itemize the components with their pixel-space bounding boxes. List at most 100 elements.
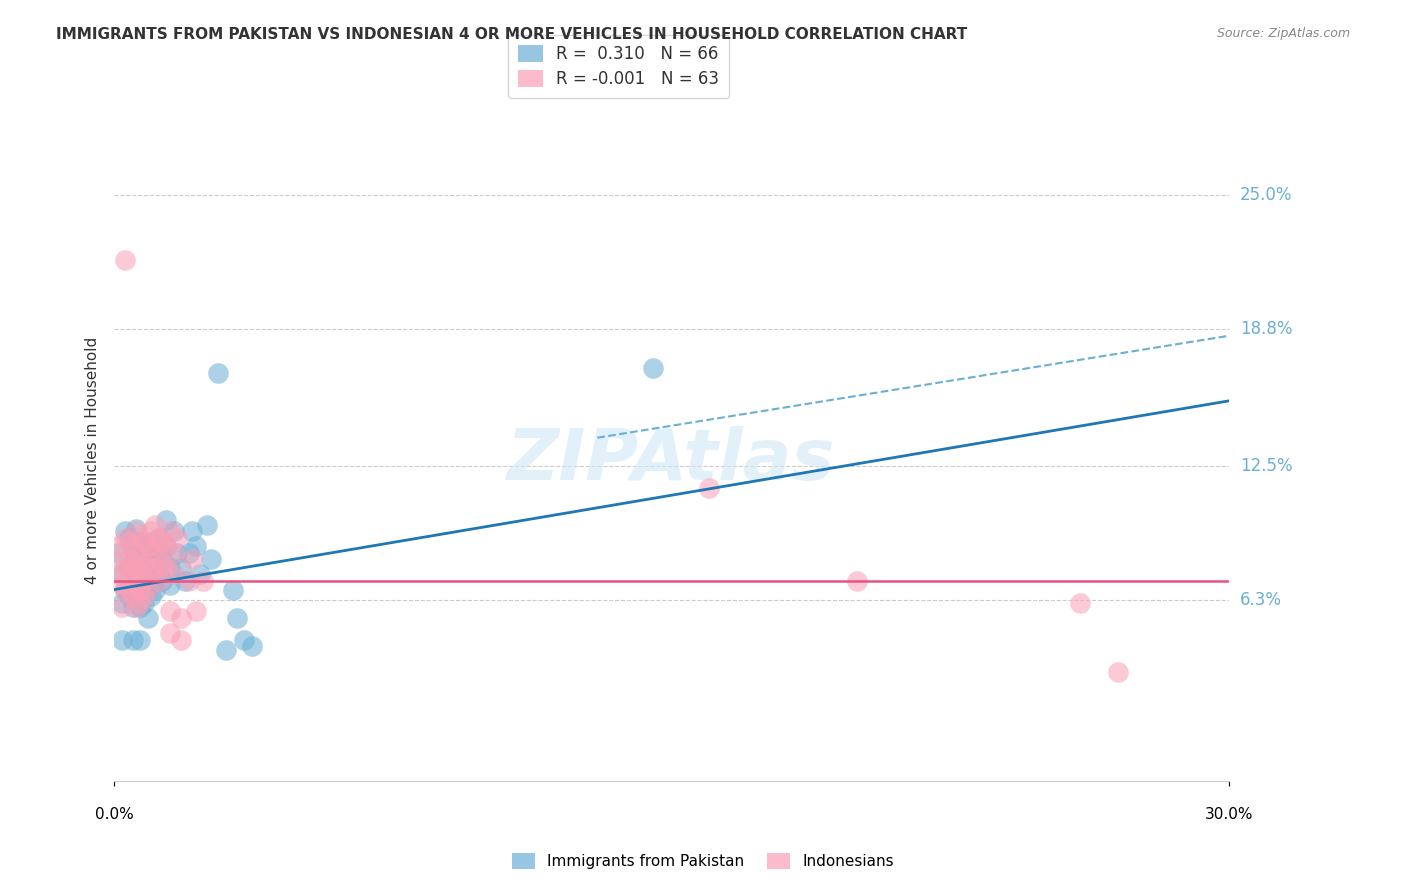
Legend: R =  0.310   N = 66, R = -0.001   N = 63: R = 0.310 N = 66, R = -0.001 N = 63 (508, 35, 730, 98)
Point (152, 574, 174, 588)
Point (163, 546, 186, 560)
Point (141, 589, 163, 603)
Point (222, 582, 245, 597)
Point (195, 517, 218, 532)
Point (114, 582, 136, 597)
Point (111, 632, 134, 647)
Point (155, 539, 177, 553)
Point (215, 643, 238, 657)
Point (125, 561, 148, 575)
Point (148, 552, 170, 566)
Point (121, 557, 143, 571)
Point (148, 574, 170, 588)
Text: ZIPAtlas: ZIPAtlas (508, 426, 837, 495)
Point (129, 578, 152, 592)
Legend: Immigrants from Pakistan, Indonesians: Immigrants from Pakistan, Indonesians (506, 847, 900, 875)
Point (107, 539, 129, 553)
Point (118, 561, 141, 575)
Point (143, 539, 166, 553)
Point (155, 539, 177, 553)
Point (121, 632, 143, 647)
Point (148, 546, 170, 560)
Point (177, 546, 200, 560)
Point (207, 366, 229, 380)
Point (143, 561, 166, 575)
Point (184, 539, 207, 553)
Point (177, 574, 200, 588)
Point (136, 611, 159, 625)
Point (129, 552, 152, 566)
Point (136, 539, 159, 553)
Point (152, 552, 174, 566)
Point (132, 534, 155, 549)
Point (846, 574, 869, 588)
Point (181, 552, 204, 566)
Text: 18.8%: 18.8% (1240, 320, 1292, 338)
Point (121, 539, 143, 553)
Point (118, 534, 141, 549)
Point (111, 599, 134, 614)
Point (121, 589, 143, 603)
Point (163, 567, 186, 582)
Point (132, 578, 155, 592)
Point (155, 513, 177, 527)
Point (148, 531, 170, 545)
Point (136, 561, 159, 575)
Point (233, 632, 256, 647)
Y-axis label: 4 or more Vehicles in Household: 4 or more Vehicles in Household (86, 337, 100, 584)
Point (141, 524, 163, 538)
Point (1069, 596, 1091, 610)
Point (141, 546, 163, 560)
Text: 30.0%: 30.0% (1205, 806, 1253, 822)
Point (188, 567, 211, 582)
Point (121, 539, 143, 553)
Point (132, 552, 155, 566)
Point (184, 604, 207, 618)
Point (193, 574, 215, 588)
Point (125, 599, 148, 614)
Point (129, 567, 152, 582)
Text: IMMIGRANTS FROM PAKISTAN VS INDONESIAN 4 OR MORE VEHICLES IN HOUSEHOLD CORRELATI: IMMIGRANTS FROM PAKISTAN VS INDONESIAN 4… (56, 27, 967, 42)
Point (125, 582, 148, 597)
Point (107, 567, 129, 582)
Point (125, 522, 148, 536)
Point (697, 481, 720, 495)
Point (118, 552, 141, 566)
Point (152, 557, 174, 571)
Point (240, 639, 263, 653)
Point (111, 578, 134, 592)
Point (225, 611, 247, 625)
Point (121, 574, 143, 588)
Point (170, 632, 193, 647)
Point (129, 632, 152, 647)
Point (159, 604, 181, 618)
Point (143, 582, 166, 597)
Text: 25.0%: 25.0% (1240, 186, 1292, 203)
Point (132, 557, 155, 571)
Point (118, 582, 141, 597)
Point (132, 539, 155, 553)
Point (152, 534, 174, 549)
Point (136, 582, 159, 597)
Text: 6.3%: 6.3% (1240, 591, 1282, 609)
Point (111, 552, 134, 566)
Point (121, 574, 143, 588)
Text: Source: ZipAtlas.com: Source: ZipAtlas.com (1216, 27, 1350, 40)
Point (141, 534, 163, 549)
Point (114, 252, 136, 267)
Point (143, 539, 166, 553)
Point (118, 589, 141, 603)
Point (125, 578, 148, 592)
Point (118, 567, 141, 582)
Point (114, 582, 136, 597)
Point (170, 611, 193, 625)
Point (129, 599, 152, 614)
Point (159, 626, 181, 640)
Point (132, 574, 155, 588)
Point (114, 561, 136, 575)
Point (136, 582, 159, 597)
Point (166, 531, 188, 545)
Point (107, 546, 129, 560)
Point (121, 599, 143, 614)
Point (141, 567, 163, 582)
